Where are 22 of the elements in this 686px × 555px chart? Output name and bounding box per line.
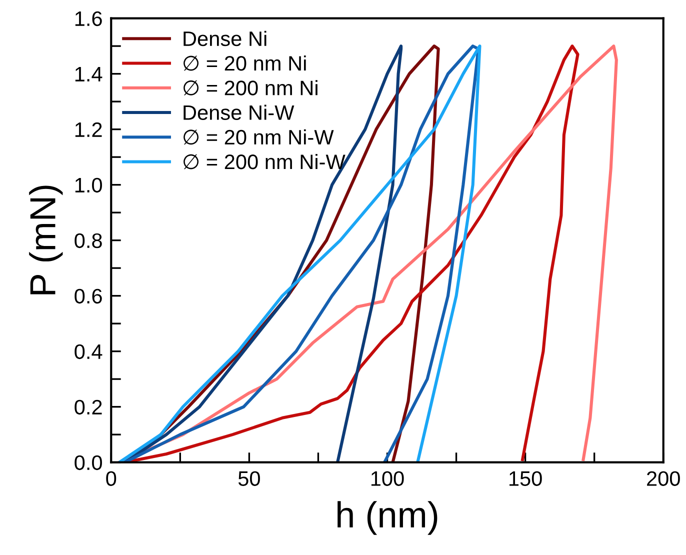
y-tick-label: 0.2 xyxy=(74,400,102,415)
y-tick-label: 0.4 xyxy=(74,344,102,360)
y-tick-label: 1.4 xyxy=(75,67,102,82)
x-tick-label: 0 xyxy=(106,471,116,486)
legend-label: Dense Ni-W xyxy=(184,104,294,120)
y-tick-label: 0.8 xyxy=(74,233,102,248)
legend-label: ∅ = 20 nm Ni xyxy=(184,55,306,71)
x-tick-label: 200 xyxy=(647,471,680,486)
y-tick-label: 1.0 xyxy=(75,178,102,193)
legend-label: ∅ = 20 nm Ni-W xyxy=(184,129,334,145)
x-axis-title: h (nm) xyxy=(338,501,438,535)
legend-label: ∅ = 200 nm Ni-W xyxy=(184,154,346,170)
y-tick-label: 0.6 xyxy=(74,288,102,304)
y-tick-label: 0.0 xyxy=(74,455,102,470)
legend-label: ∅ = 200 nm Ni xyxy=(184,80,318,96)
legend-label: Dense Ni xyxy=(184,30,266,46)
y-axis-title: P (mN) xyxy=(29,186,63,294)
x-tick-label: 100 xyxy=(371,471,404,486)
x-tick-label: 50 xyxy=(238,471,260,486)
x-tick-label: 150 xyxy=(510,471,542,486)
y-tick-label: 1.6 xyxy=(75,11,102,26)
y-tick-label: 1.2 xyxy=(75,122,102,137)
